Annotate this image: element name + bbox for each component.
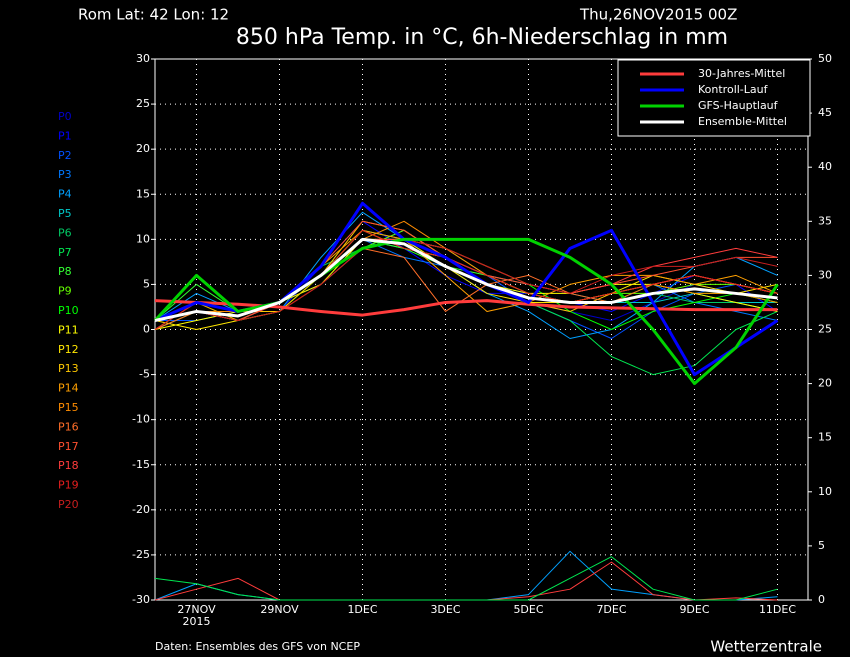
legend-label: Ensemble-Mittel: [698, 115, 787, 128]
member-label: P4: [58, 188, 72, 201]
run-date: Thu,26NOV2015 00Z: [579, 6, 737, 24]
member-label: P17: [58, 440, 79, 453]
chart-title: 850 hPa Temp. in °C, 6h-Niederschlag in …: [236, 25, 728, 50]
member-label: P10: [58, 304, 79, 317]
y-tick-label: 30: [136, 52, 150, 65]
y-tick-label: -30: [132, 593, 150, 606]
brand: Wetterzentrale: [710, 638, 822, 656]
member-label: P1: [58, 129, 72, 142]
y2-tick-label: 15: [818, 431, 832, 444]
y-tick-label: -20: [132, 503, 150, 516]
y-tick-label: -10: [132, 413, 150, 426]
x-tick-label: 7DEC: [596, 603, 626, 616]
member-label: P5: [58, 207, 72, 220]
precip-line: [154, 556, 778, 601]
y2-tick-label: 50: [818, 52, 832, 65]
y2-tick-label: 0: [818, 593, 825, 606]
member-label: P12: [58, 343, 79, 356]
member-label: P16: [58, 420, 79, 433]
y2-tick-label: 40: [818, 160, 832, 173]
member-label: P14: [58, 382, 79, 395]
y-tick-label: 15: [136, 187, 150, 200]
member-line: [154, 238, 778, 321]
y-tick-label: 5: [143, 277, 150, 290]
legend-label: Kontroll-Lauf: [698, 83, 769, 96]
member-label: P13: [58, 362, 79, 375]
y2-tick-label: 30: [818, 268, 832, 281]
member-label: P9: [58, 285, 72, 298]
y2-tick-label: 10: [818, 485, 832, 498]
legend-label: GFS-Hauptlauf: [698, 99, 779, 112]
legend-label: 30-Jahres-Mittel: [698, 67, 785, 80]
y-tick-label: 0: [143, 323, 150, 336]
member-label: P19: [58, 479, 79, 492]
y2-tick-label: 5: [818, 539, 825, 552]
x-year-label: 2015: [183, 615, 211, 628]
x-tick-label: 29NOV: [260, 603, 299, 616]
source: Daten: Ensembles des GFS von NCEP: [155, 640, 360, 653]
member-label: P6: [58, 226, 72, 239]
y-tick-label: 20: [136, 142, 150, 155]
x-tick-label: 5DEC: [513, 603, 543, 616]
y-tick-label: 25: [136, 97, 150, 110]
y2-tick-label: 45: [818, 106, 832, 119]
x-tick-label: 3DEC: [430, 603, 460, 616]
member-label: P18: [58, 459, 79, 472]
y-tick-label: -5: [139, 368, 150, 381]
member-label: P20: [58, 498, 79, 511]
y-tick-label: -25: [132, 548, 150, 561]
member-label: P11: [58, 323, 79, 336]
main-line: [153, 237, 779, 386]
x-tick-label: 9DEC: [679, 603, 709, 616]
member-label: P7: [58, 246, 72, 259]
member-label: P0: [58, 110, 72, 123]
main-line: [154, 237, 778, 322]
y2-tick-label: 20: [818, 377, 832, 390]
member-label: P3: [58, 168, 72, 181]
y2-tick-label: 25: [818, 323, 832, 336]
member-label: P15: [58, 401, 79, 414]
x-tick-label: 27NOV: [177, 603, 216, 616]
member-label: P2: [58, 149, 72, 162]
y-tick-label: -15: [132, 458, 150, 471]
x-tick-label: 1DEC: [347, 603, 377, 616]
y2-tick-label: 35: [818, 214, 832, 227]
y-tick-label: 10: [136, 232, 150, 245]
location: Rom Lat: 42 Lon: 12: [78, 6, 229, 24]
x-tick-label: 11DEC: [759, 603, 796, 616]
member-label: P8: [58, 265, 72, 278]
